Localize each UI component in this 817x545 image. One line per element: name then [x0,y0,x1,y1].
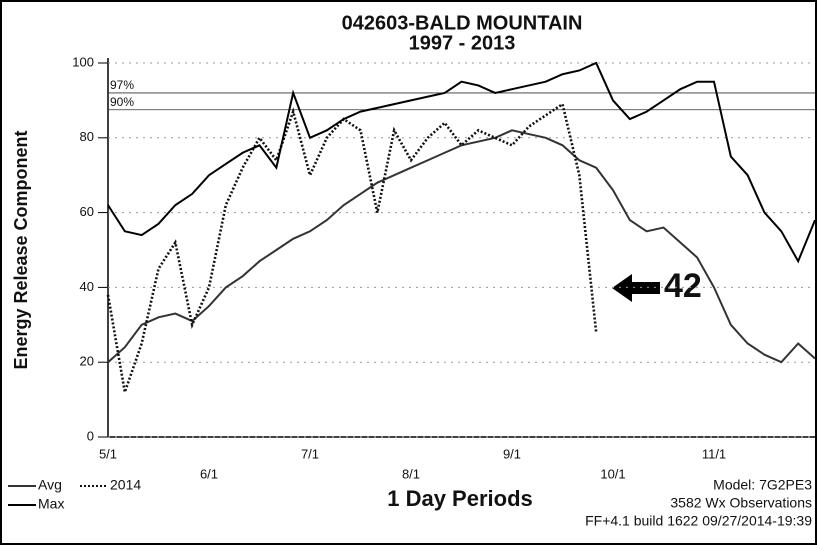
x-tick-label: 7/1 [301,446,319,461]
x-tick-label: 6/1 [200,466,218,481]
x-axis-label: 1 Day Periods [387,486,533,511]
series-line [106,102,598,393]
reference-label: 90% [110,95,134,109]
reference-label: 97% [110,78,134,92]
x-tick-label: 10/1 [600,466,625,481]
y-tick-label: 60 [80,204,94,219]
y-tick-label: 0 [87,428,94,443]
annotation: 42 [664,267,702,305]
note: Model: 7G2PE3 [713,477,812,493]
y-tick-label: 40 [80,279,94,294]
note: 3582 Wx Observations [670,495,812,511]
legend-label: 2014 [110,477,141,493]
series-line [107,61,816,264]
y-axis-label: Energy Release Component [11,130,31,369]
chart-title: 042603-BALD MOUNTAIN [342,12,583,34]
y-tick-label: 20 [80,354,94,369]
note: FF+4.1 build 1622 09/27/2014-19:39 [585,513,812,529]
x-tick-label: 5/1 [99,446,117,461]
series-line [107,129,816,364]
x-tick-label: 8/1 [402,466,420,481]
legend-label: Avg [38,477,62,493]
y-tick-label: 100 [72,54,94,69]
x-tick-label: 9/1 [503,446,521,461]
y-tick-label: 80 [80,129,94,144]
legend-label: Max [38,496,64,512]
chart-subtitle: 1997 - 2013 [409,32,516,54]
x-tick-label: 11/1 [702,446,726,461]
arrow [612,274,660,302]
